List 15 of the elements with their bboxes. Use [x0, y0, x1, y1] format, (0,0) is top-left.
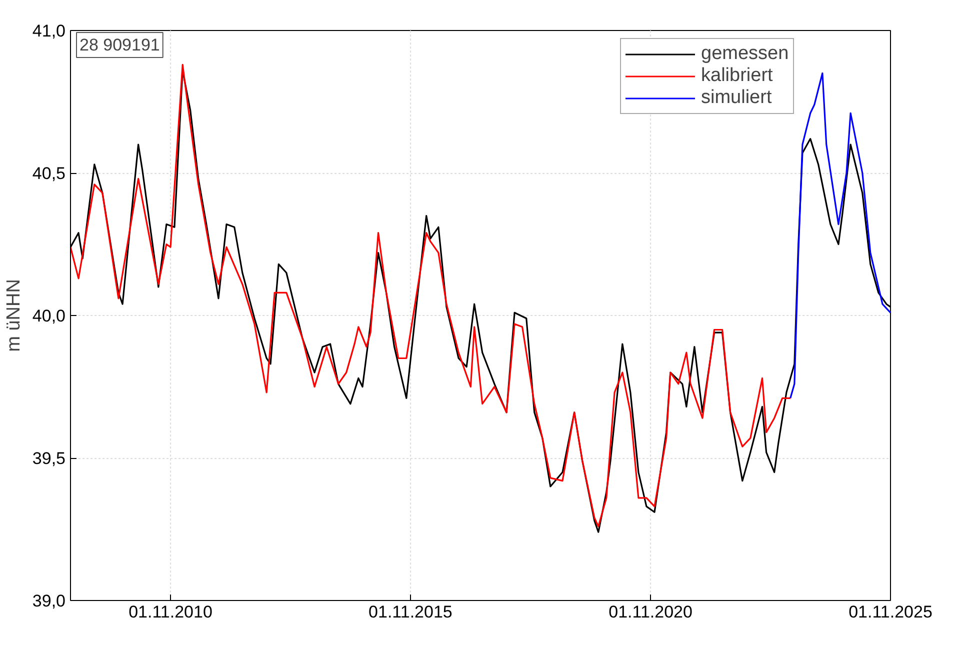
y-tick-label: 39,5: [32, 449, 66, 468]
annotation: 28 909191: [80, 36, 160, 54]
y-tick-label: 40,0: [32, 306, 66, 326]
y-tick-label: 40,5: [32, 164, 66, 183]
y-axis-title: m üNHN: [3, 279, 24, 352]
x-tick-label: 01.11.2015: [368, 602, 452, 622]
legend-label: gemessen: [701, 43, 789, 65]
legend-label: kalibriert: [701, 65, 773, 87]
x-tick-label: 01.11.2020: [608, 602, 692, 622]
legend-label: simuliert: [701, 87, 772, 109]
line-series: [790, 72, 890, 399]
y-tick-label: 41,0: [32, 22, 66, 40]
x-tick-label: 01.11.2025: [848, 602, 932, 622]
y-tick-label: 39,0: [32, 592, 66, 610]
x-tick-label: 01.11.2010: [128, 602, 212, 622]
